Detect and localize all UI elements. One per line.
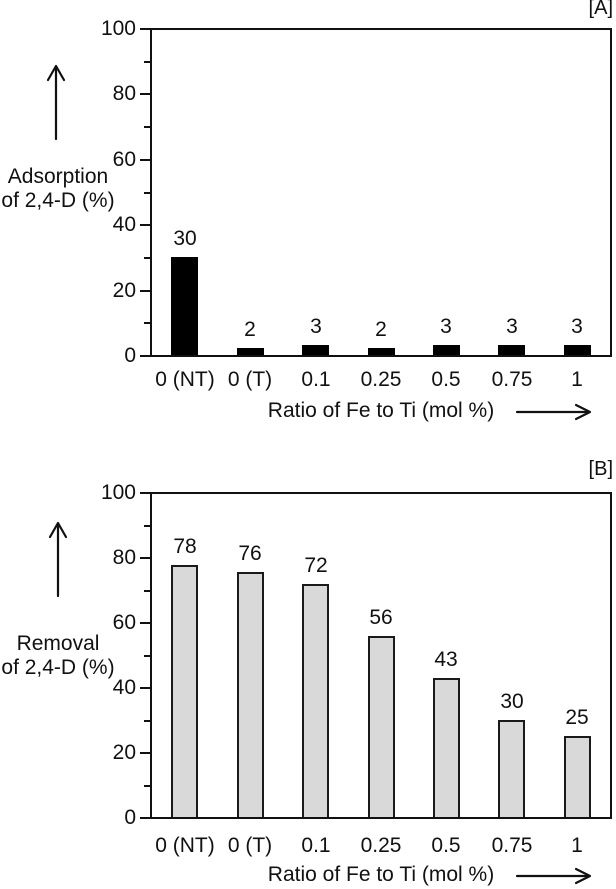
x-axis-title: Ratio of Fe to Ti (mol %)	[267, 399, 495, 422]
y-axis-arrow-icon	[46, 64, 66, 141]
bar	[433, 345, 460, 355]
bar-value-label: 3	[506, 315, 518, 338]
bar	[498, 345, 525, 355]
y-axis-title-line1: Removal	[16, 632, 100, 655]
x-category-label: 0.5	[431, 368, 461, 391]
y-tick-label: 80	[112, 546, 136, 569]
bar	[564, 736, 591, 817]
y-tick	[144, 654, 150, 657]
bar-value-label: 3	[440, 315, 452, 338]
y-tick-label: 0	[124, 806, 136, 829]
y-axis-title: Removal of 2,4-D (%)	[0, 632, 123, 680]
y-tick	[140, 557, 150, 559]
panel-label: [B]	[588, 458, 613, 480]
bar-value-label: 72	[304, 554, 328, 577]
y-tick-label: 0	[124, 344, 136, 367]
x-category-label: 0 (T)	[227, 368, 273, 391]
y-tick	[144, 784, 150, 787]
y-tick	[140, 492, 150, 494]
bar	[237, 572, 264, 817]
y-tick	[140, 93, 150, 96]
x-category-label: 0 (T)	[227, 834, 273, 857]
x-axis-arrow-icon	[515, 403, 592, 421]
y-axis-title-line1: Adsorption	[7, 165, 109, 188]
y-tick	[140, 289, 150, 292]
y-tick	[144, 126, 150, 129]
bar-value-label: 2	[375, 318, 387, 341]
bar-value-label: 78	[173, 535, 197, 558]
y-tick	[140, 224, 150, 227]
bar	[171, 257, 198, 355]
y-tick-label: 20	[112, 741, 136, 764]
bar-value-label: 3	[310, 315, 322, 338]
bar	[368, 348, 395, 355]
bar	[302, 584, 329, 817]
x-category-label: 0.5	[431, 834, 461, 857]
y-tick-label: 100	[100, 17, 136, 40]
x-category-label: 0.75	[491, 834, 533, 857]
x-category-label: 0 (NT)	[155, 368, 215, 391]
bar-value-label: 25	[565, 706, 589, 729]
y-tick-label: 40	[112, 213, 136, 237]
x-category-label: 1	[571, 834, 583, 857]
plot-area	[150, 28, 612, 357]
bar-value-label: 3	[571, 315, 583, 338]
y-tick-label: 40	[112, 676, 136, 699]
x-category-label: 0.25	[360, 834, 402, 857]
bar	[433, 678, 460, 817]
bar-value-label: 2	[244, 318, 256, 341]
x-axis-title: Ratio of Fe to Ti (mol %)	[267, 863, 495, 886]
y-axis-title-line2: of 2,4-D (%)	[1, 656, 115, 679]
y-tick	[144, 524, 150, 527]
bar	[368, 636, 395, 817]
panel-label: [A]	[588, 0, 613, 19]
x-category-label: 1	[571, 368, 583, 391]
y-axis-title: Adsorption of 2,4-D (%)	[0, 165, 123, 213]
x-category-label: 0.1	[301, 368, 331, 391]
bar	[237, 348, 264, 355]
x-axis-arrow-icon	[515, 867, 592, 885]
y-tick	[140, 752, 150, 754]
y-tick-label: 80	[112, 82, 136, 106]
y-tick	[144, 589, 150, 592]
y-axis-arrow-icon	[48, 521, 68, 598]
y-tick	[140, 28, 150, 30]
x-category-label: 0 (NT)	[155, 834, 215, 857]
bar-value-label: 30	[173, 227, 197, 250]
x-category-label: 0.1	[301, 834, 331, 857]
y-tick	[140, 355, 150, 357]
y-tick	[144, 719, 150, 722]
bar	[498, 720, 525, 817]
bar-value-label: 56	[369, 606, 393, 629]
bar	[564, 345, 591, 355]
y-tick	[140, 158, 150, 161]
y-tick	[144, 322, 150, 325]
y-tick-label: 60	[112, 611, 136, 634]
bar-value-label: 43	[434, 648, 458, 671]
y-tick-label: 100	[100, 481, 136, 504]
y-tick	[144, 60, 150, 63]
bar	[171, 565, 198, 817]
y-tick	[144, 256, 150, 259]
x-category-label: 0.25	[360, 368, 402, 391]
x-category-label: 0.75	[491, 368, 533, 391]
bar-value-label: 76	[238, 542, 262, 565]
y-tick	[140, 622, 150, 624]
bar	[302, 345, 329, 355]
y-tick	[140, 817, 150, 819]
bar-value-label: 30	[500, 690, 524, 713]
y-tick	[140, 687, 150, 689]
y-tick	[144, 191, 150, 194]
y-tick-label: 60	[112, 147, 136, 171]
y-tick-label: 20	[112, 278, 136, 302]
y-axis-title-line2: of 2,4-D (%)	[1, 189, 115, 212]
